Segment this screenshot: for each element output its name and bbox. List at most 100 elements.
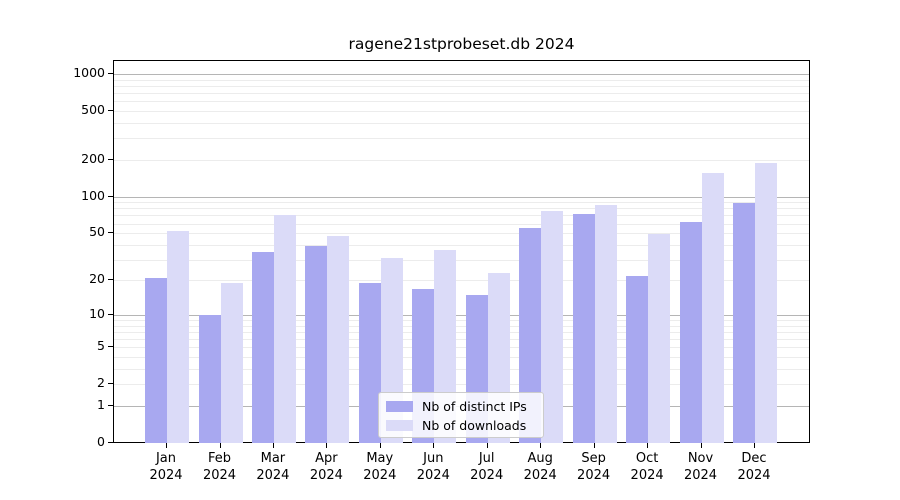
gridline-minor — [114, 159, 809, 161]
gridline-minor — [114, 259, 809, 261]
x-tick-label-jan: Jan 2024 — [136, 450, 196, 484]
x-tick-year: 2024 — [309, 468, 343, 483]
x-tick-label-may: May 2024 — [350, 450, 410, 484]
y-tick-mark — [108, 73, 113, 74]
x-tick-mark — [647, 443, 649, 448]
legend: Nb of distinct IPs Nb of downloads — [378, 392, 544, 438]
gridline-minor — [114, 85, 809, 87]
bar-sep-ips — [572, 213, 595, 443]
legend-label-downloads: Nb of downloads — [422, 418, 527, 433]
x-tick-mark — [486, 443, 488, 448]
gridline-minor — [114, 122, 809, 124]
bar-nov-ips — [679, 221, 702, 443]
gridline-minor — [114, 93, 809, 95]
gridline-minor — [114, 138, 809, 140]
gridline-minor — [114, 111, 809, 112]
bar-aug-downloads — [541, 211, 564, 443]
gridline-minor — [114, 331, 809, 333]
gridline-minor — [114, 101, 809, 103]
x-tick-mark — [593, 443, 595, 448]
gridline-minor — [114, 208, 809, 210]
bar-aug-ips — [519, 228, 542, 443]
x-tick-year: 2024 — [523, 468, 557, 483]
y-tick-mark — [108, 279, 113, 281]
gridline-minor — [114, 79, 809, 81]
y-tick-label: 50 — [89, 224, 105, 239]
gridline-minor — [114, 202, 809, 204]
y-tick-label: 2 — [97, 375, 105, 391]
y-tick-mark — [108, 346, 113, 348]
legend-swatch-distinct-ips-icon — [386, 401, 413, 412]
y-tick-mark — [108, 110, 113, 111]
gridline-minor — [114, 325, 809, 327]
plot-area — [113, 60, 810, 443]
x-tick-label-feb: Feb 2024 — [190, 450, 250, 484]
x-tick-mark — [379, 443, 381, 448]
y-tick-mark — [108, 442, 113, 443]
x-tick-label-jun: Jun 2024 — [403, 450, 463, 484]
bar-jan-downloads — [167, 231, 189, 443]
bar-sep-downloads — [594, 205, 617, 443]
x-tick-year: 2024 — [416, 468, 450, 483]
x-tick-year: 2024 — [630, 468, 664, 483]
gridline-minor — [114, 280, 809, 282]
bar-may-ips — [358, 283, 381, 443]
x-tick-mark — [433, 443, 435, 448]
y-tick-mark — [108, 383, 113, 385]
bar-apr-ips — [305, 246, 328, 443]
y-tick-mark — [108, 313, 113, 315]
bar-nov-downloads — [701, 172, 724, 443]
y-tick-mark — [108, 158, 113, 160]
x-tick-label-oct: Oct 2024 — [617, 450, 677, 484]
x-tick-year: 2024 — [256, 468, 290, 483]
gridline-minor — [114, 384, 809, 386]
gridline-minor — [114, 215, 809, 217]
y-tick-mark — [108, 195, 113, 197]
x-tick-year: 2024 — [363, 468, 397, 483]
y-tick-mark — [108, 232, 113, 233]
x-tick-year: 2024 — [470, 468, 504, 483]
bar-dec-ips — [733, 203, 755, 443]
chart-title: ragene21stprobeset.db 2024 — [348, 35, 575, 53]
y-tick-label: 1000 — [73, 65, 105, 80]
bar-dec-downloads — [755, 163, 777, 443]
y-tick-label: 200 — [81, 150, 105, 166]
bar-mar-ips — [251, 251, 274, 443]
gridline-minor — [114, 244, 809, 246]
x-tick-year: 2024 — [683, 468, 718, 483]
gridline-minor — [114, 223, 809, 225]
y-tick-label: 1 — [97, 397, 105, 412]
x-tick-mark — [540, 443, 542, 448]
y-tick-label: 20 — [89, 271, 105, 287]
x-tick-label-sep: Sep 2024 — [564, 450, 624, 484]
bar-mar-downloads — [273, 215, 296, 443]
y-tick-label: 5 — [97, 338, 105, 354]
x-tick-mark — [219, 443, 221, 448]
gridline-minor — [114, 339, 809, 341]
x-tick-year: 2024 — [149, 468, 183, 483]
gridline-major — [114, 196, 809, 198]
bar-oct-ips — [626, 275, 649, 443]
x-tick-mark — [700, 443, 702, 448]
x-tick-label-aug: Aug 2024 — [510, 450, 570, 484]
bar-jan-ips — [145, 277, 167, 443]
gridline-minor — [114, 347, 809, 349]
legend-item-distinct-ips: Nb of distinct IPs — [386, 397, 543, 416]
x-tick-year: 2024 — [737, 468, 771, 483]
x-tick-year: 2024 — [577, 468, 611, 483]
x-tick-mark — [754, 443, 755, 448]
x-tick-mark — [166, 443, 167, 448]
gridline-minor — [114, 369, 809, 370]
bar-feb-ips — [198, 314, 221, 443]
x-tick-mark — [272, 443, 274, 448]
gridline-minor — [114, 233, 809, 234]
bar-apr-downloads — [327, 236, 350, 443]
gridline-major — [114, 74, 809, 75]
legend-label-distinct-ips: Nb of distinct IPs — [422, 399, 527, 414]
y-tick-label: 100 — [81, 187, 105, 203]
x-tick-label-apr: Apr 2024 — [296, 450, 356, 484]
y-tick-label: 0 — [97, 434, 105, 449]
x-tick-label-mar: Mar 2024 — [243, 450, 303, 484]
y-tick-label: 500 — [81, 102, 105, 117]
